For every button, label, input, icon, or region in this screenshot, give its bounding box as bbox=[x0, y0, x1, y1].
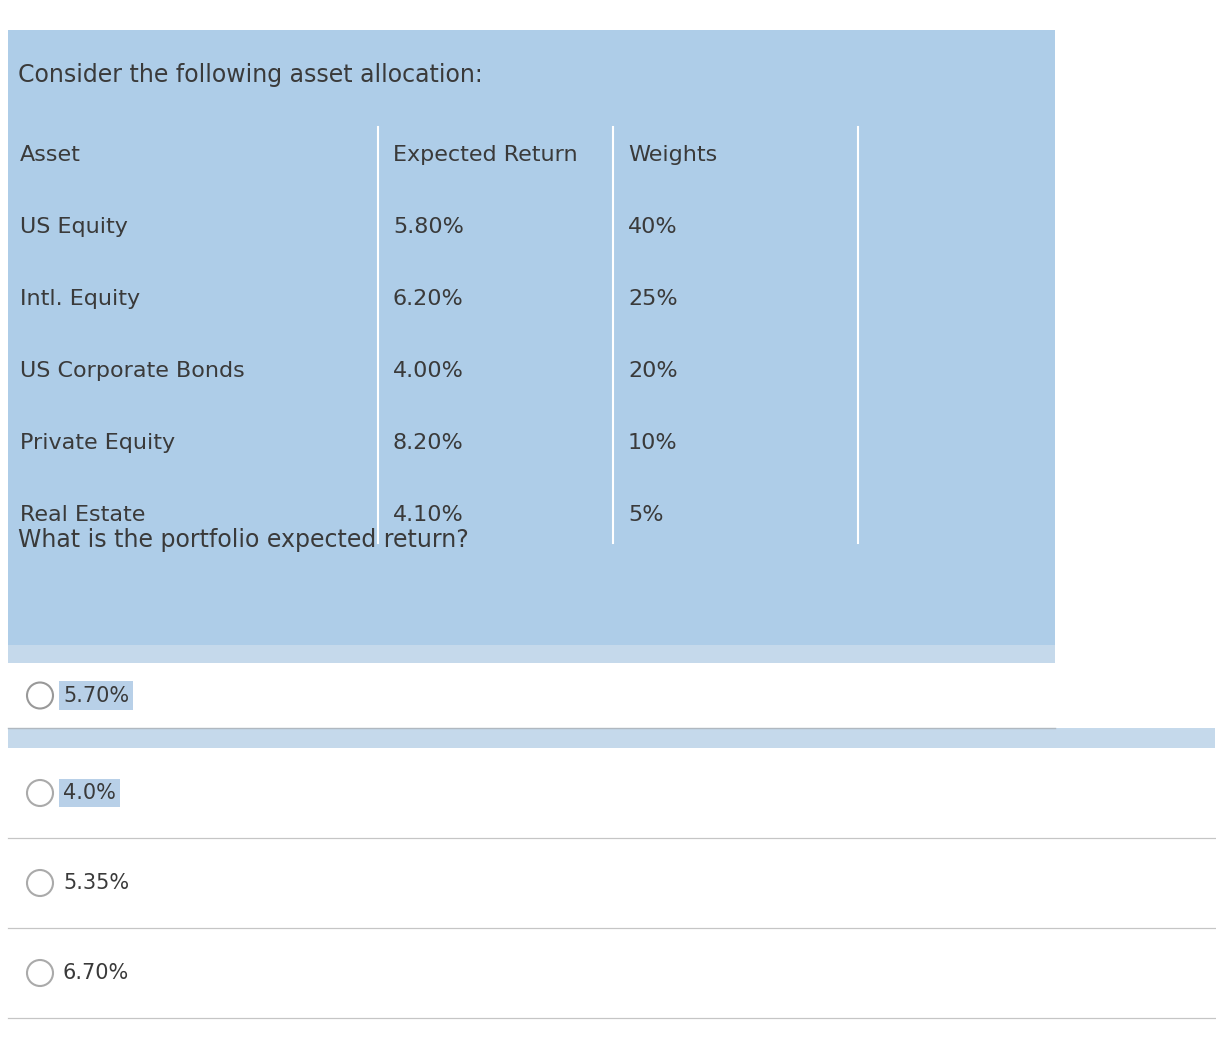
Text: Weights: Weights bbox=[627, 145, 717, 165]
Text: 5.35%: 5.35% bbox=[63, 873, 129, 893]
Text: Intl. Equity: Intl. Equity bbox=[19, 289, 140, 309]
Text: 25%: 25% bbox=[627, 289, 677, 309]
Text: US Equity: US Equity bbox=[19, 217, 128, 237]
Text: 6.70%: 6.70% bbox=[63, 963, 129, 983]
FancyBboxPatch shape bbox=[9, 728, 1215, 748]
Text: 5%: 5% bbox=[627, 505, 664, 525]
Text: Asset: Asset bbox=[19, 145, 81, 165]
Text: 6.20%: 6.20% bbox=[393, 289, 463, 309]
Text: Private Equity: Private Equity bbox=[19, 433, 175, 453]
FancyBboxPatch shape bbox=[9, 30, 1055, 645]
Text: 4.00%: 4.00% bbox=[393, 361, 463, 381]
Text: 8.20%: 8.20% bbox=[393, 433, 463, 453]
Text: 5.70%: 5.70% bbox=[63, 685, 129, 705]
Text: 40%: 40% bbox=[627, 217, 677, 237]
Text: 10%: 10% bbox=[627, 433, 677, 453]
FancyBboxPatch shape bbox=[9, 664, 1055, 728]
Text: Real Estate: Real Estate bbox=[19, 505, 146, 525]
Text: Expected Return: Expected Return bbox=[393, 145, 578, 165]
Text: 4.0%: 4.0% bbox=[63, 783, 116, 803]
Text: 5.80%: 5.80% bbox=[393, 217, 463, 237]
Text: What is the portfolio expected return?: What is the portfolio expected return? bbox=[18, 528, 468, 552]
Text: 20%: 20% bbox=[627, 361, 677, 381]
Text: Consider the following asset allocation:: Consider the following asset allocation: bbox=[18, 63, 483, 87]
Text: US Corporate Bonds: US Corporate Bonds bbox=[19, 361, 244, 381]
FancyBboxPatch shape bbox=[9, 645, 1055, 664]
Text: 4.10%: 4.10% bbox=[393, 505, 463, 525]
